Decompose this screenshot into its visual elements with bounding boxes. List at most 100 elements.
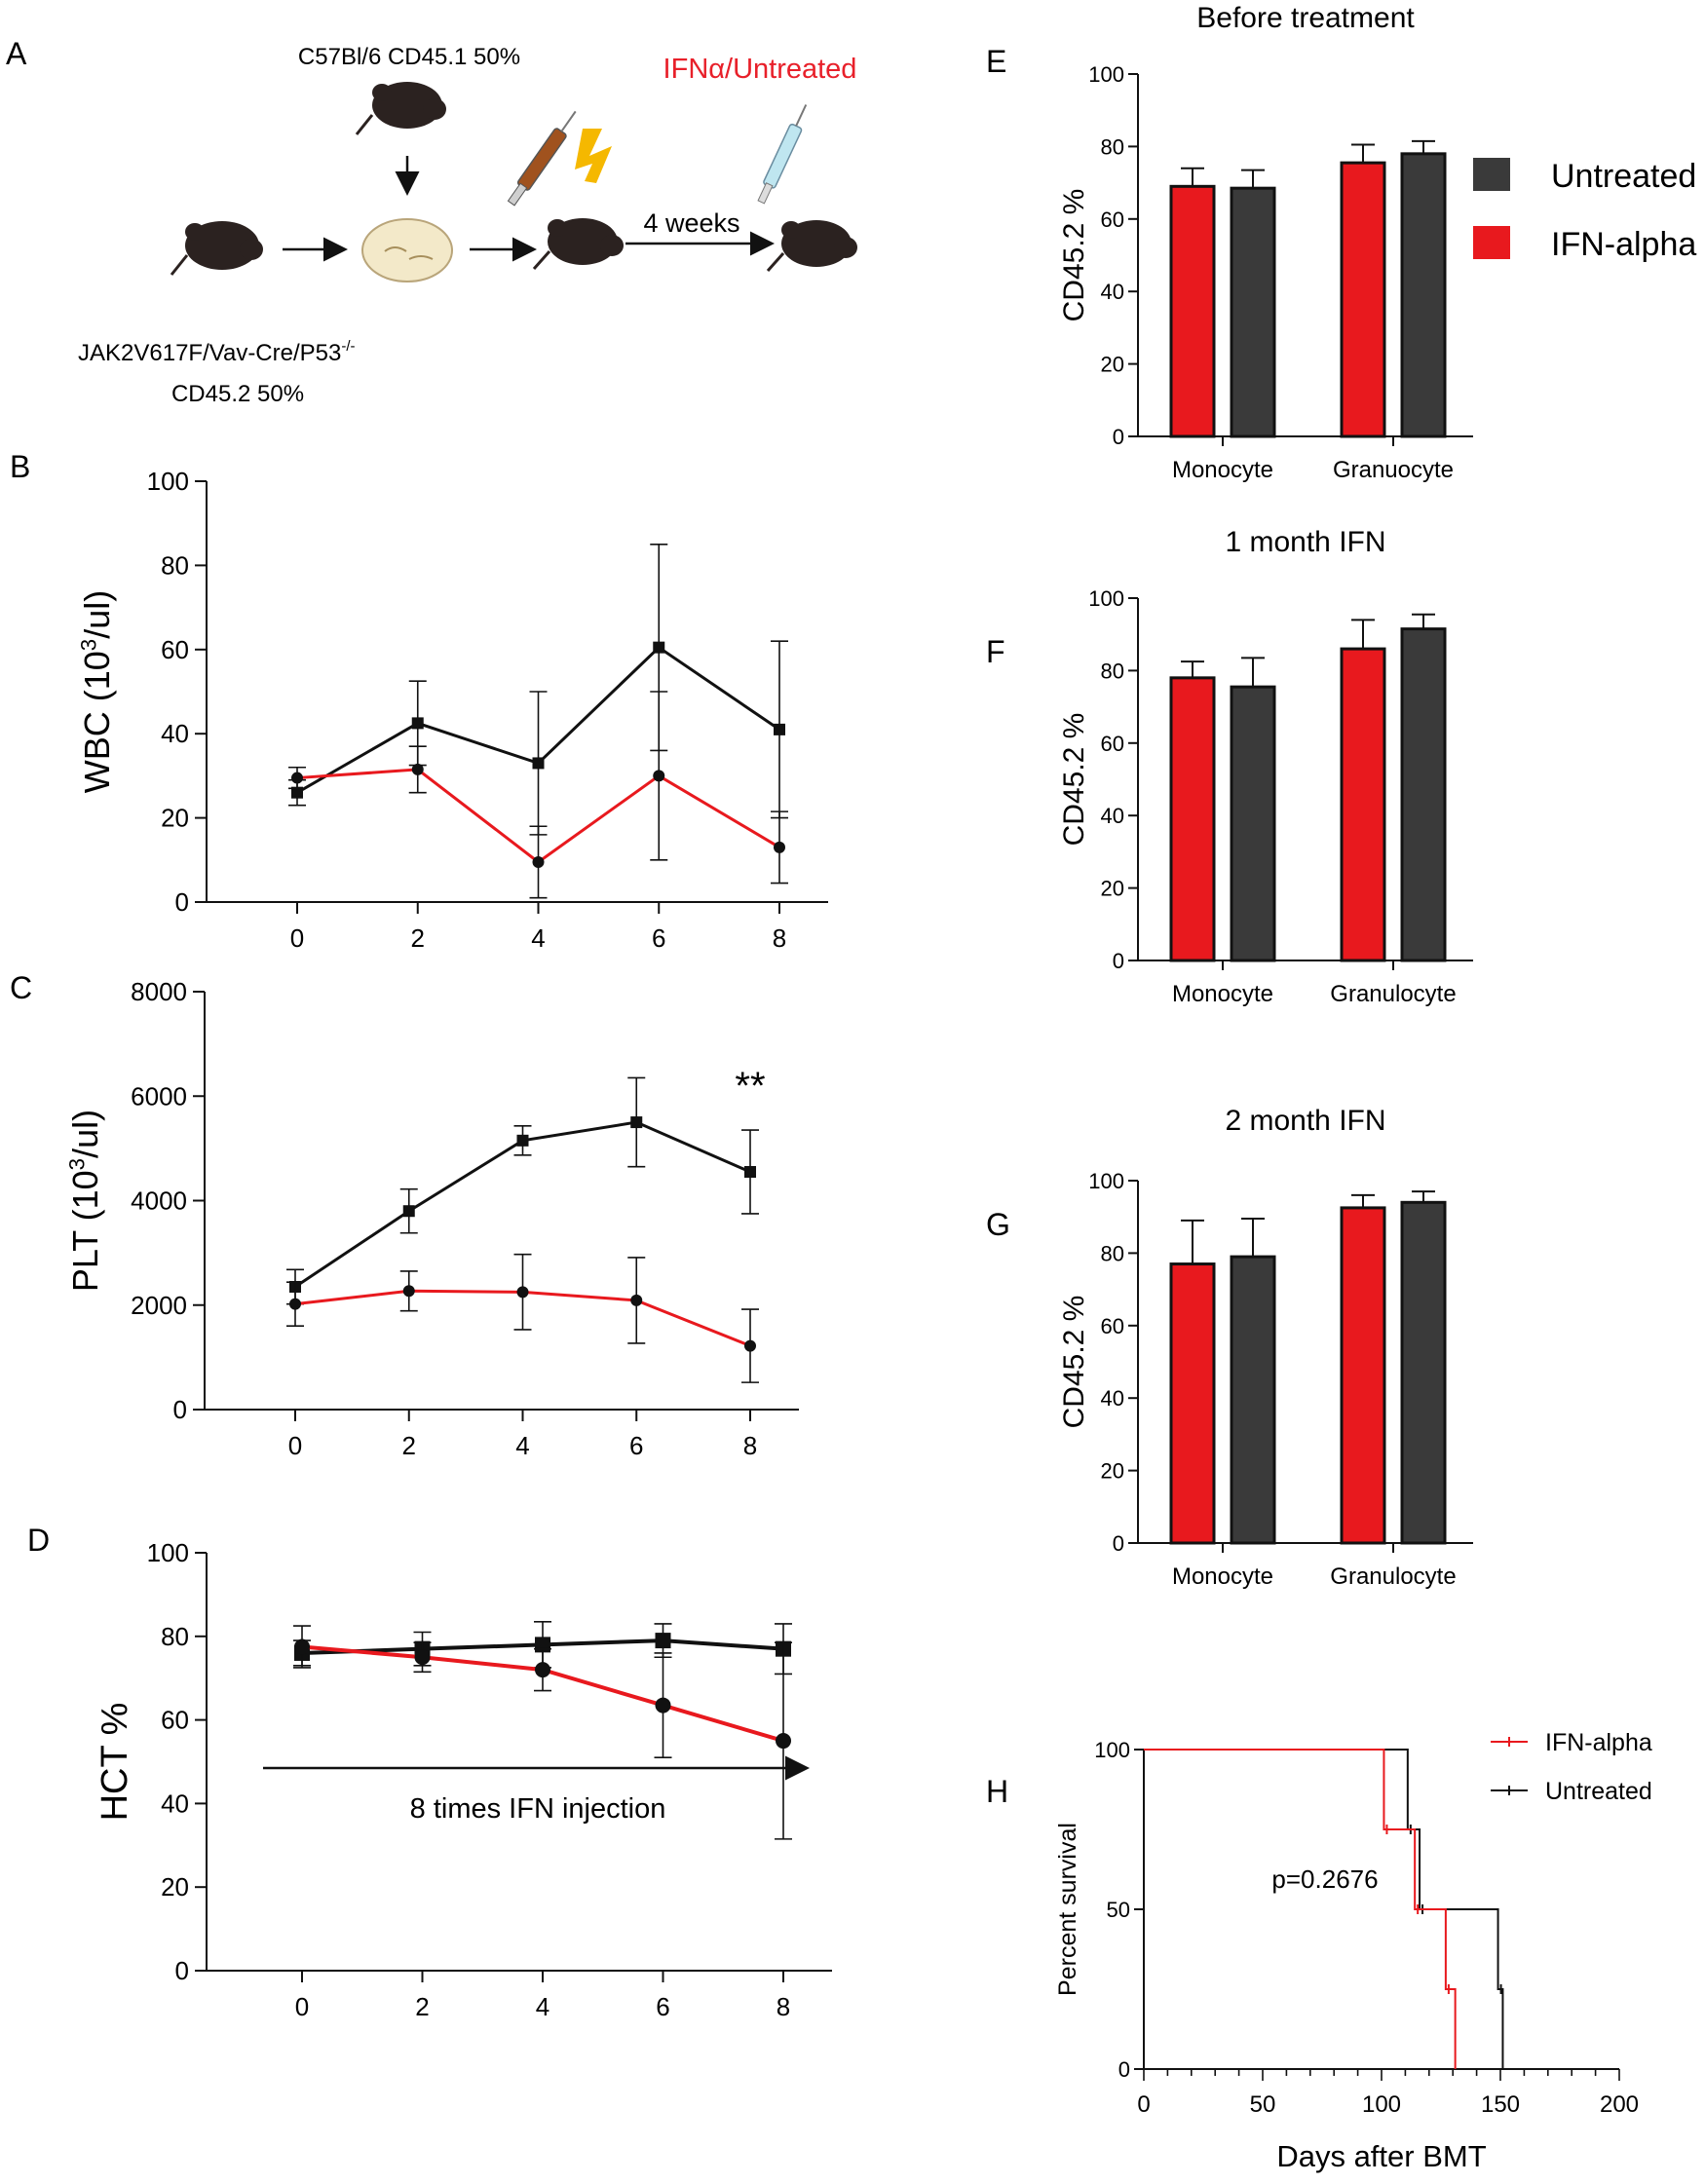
chart-h: 0 50 100 0 50 100 150 200 Days after BMT Percent … bbox=[1054, 1729, 1652, 2173]
series-untreated-point bbox=[744, 1166, 756, 1179]
series-ifn-point bbox=[532, 855, 545, 868]
bar-legend: Untreated IFN-alpha bbox=[1473, 158, 1696, 263]
series-untreated-point bbox=[411, 717, 424, 730]
legend-label-ifn: IFN-alpha bbox=[1551, 226, 1696, 263]
chart-f: 1 month IFN 0 20 40 60 80 100 CD45.2 % Monocyte G… bbox=[1058, 526, 1473, 1007]
series-ifn-point bbox=[291, 772, 303, 784]
x-tick-label: Monocyte bbox=[1172, 1563, 1273, 1590]
x-tick-label: 2 bbox=[402, 1431, 416, 1460]
donor-mouse-top-icon bbox=[355, 82, 446, 135]
chart-d: 0 20 40 60 80 100 0 2 4 6 8 bbox=[147, 1538, 832, 2021]
y-axis-label: Percent survival bbox=[1054, 1823, 1081, 1996]
series-ifn-point bbox=[744, 1339, 756, 1352]
x-tick-label: 8 bbox=[777, 1992, 790, 2021]
x-tick-label: 2 bbox=[415, 1992, 429, 2021]
y-tick-label: 0 bbox=[1113, 949, 1124, 973]
x-tick-label: 100 bbox=[1362, 2091, 1401, 2118]
panel-label-e: E bbox=[986, 44, 1006, 79]
y-tick-label: 20 bbox=[1101, 1459, 1124, 1484]
series-ifn-point bbox=[294, 1638, 310, 1655]
series-untreated-point bbox=[291, 786, 303, 799]
series-ifn-curve bbox=[1144, 1749, 1457, 2069]
legend-swatch-ifn bbox=[1473, 226, 1510, 259]
series-ifn-point bbox=[535, 1662, 550, 1678]
bar-ifn bbox=[1340, 1206, 1386, 1545]
bar-ifn bbox=[1169, 676, 1216, 962]
y-tick-label: 4000 bbox=[131, 1186, 187, 1216]
series-ifn-point bbox=[653, 770, 665, 782]
donor-left-percent: CD45.2 50% bbox=[171, 381, 304, 407]
syringe-brown-icon bbox=[507, 110, 577, 207]
y-axis-label: CD45.2 % bbox=[1058, 713, 1090, 847]
y-tick-label: 60 bbox=[161, 635, 189, 664]
series-untreated-point bbox=[532, 757, 545, 770]
panel-label-h: H bbox=[986, 1774, 1008, 1809]
y-tick-label: 100 bbox=[147, 1538, 189, 1567]
x-tick-label: 0 bbox=[1137, 2091, 1150, 2118]
bar-untreated bbox=[1400, 627, 1447, 962]
panel-label-f: F bbox=[986, 634, 1005, 669]
donor-mouse-left-icon bbox=[170, 221, 263, 276]
y-tick-label: 40 bbox=[161, 1789, 189, 1818]
series-ifn-point bbox=[655, 1697, 671, 1713]
y-tick-label: 20 bbox=[161, 804, 189, 833]
chart-title: 1 month IFN bbox=[1225, 526, 1385, 558]
x-tick-label: 6 bbox=[652, 923, 665, 953]
y-axis-label: PLT (103/ul) bbox=[64, 1110, 105, 1292]
series-ifn-point bbox=[289, 1298, 301, 1310]
donor-left-label: JAK2V617F/Vav-Cre/P53-/- bbox=[78, 338, 356, 366]
y-tick-label: 60 bbox=[1101, 207, 1124, 232]
series-untreated-point bbox=[516, 1134, 529, 1147]
x-tick-label: Granuocyte bbox=[1333, 457, 1454, 483]
bar-ifn bbox=[1169, 1262, 1216, 1545]
y-tick-label: 40 bbox=[1101, 804, 1124, 828]
y-tick-label: 0 bbox=[175, 1956, 189, 1985]
y-tick-label: 80 bbox=[161, 550, 189, 580]
y-tick-label: 80 bbox=[161, 1622, 189, 1651]
legend-label-untreated: Untreated bbox=[1545, 1778, 1652, 1805]
chart-b: 0 20 40 60 80 100 0 2 4 6 8 bbox=[147, 467, 828, 953]
y-tick-label: 60 bbox=[1101, 1314, 1124, 1338]
y-tick-label: 40 bbox=[161, 719, 189, 748]
y-axis-label: WBC (103/ul) bbox=[76, 590, 117, 793]
y-tick-label: 100 bbox=[1088, 586, 1124, 611]
series-untreated-point bbox=[402, 1205, 415, 1218]
x-tick-label: 50 bbox=[1250, 2091, 1276, 2118]
legend-label-ifn: IFN-alpha bbox=[1545, 1729, 1652, 1756]
interval-label: 4 weeks bbox=[643, 208, 739, 238]
panel-label-d: D bbox=[27, 1523, 50, 1558]
x-tick-label: 2 bbox=[411, 923, 425, 953]
chart-title: Before treatment bbox=[1196, 2, 1415, 34]
panel-label-c: C bbox=[10, 970, 32, 1005]
x-tick-label: 0 bbox=[295, 1992, 309, 2021]
x-tick-label: 6 bbox=[629, 1431, 643, 1460]
lightning-icon bbox=[575, 129, 612, 183]
y-tick-label: 60 bbox=[1101, 732, 1124, 756]
y-tick-label: 80 bbox=[1101, 134, 1124, 159]
panel-label-g: G bbox=[986, 1207, 1010, 1242]
series-untreated-point bbox=[655, 1633, 671, 1649]
series-ifn-point bbox=[776, 1733, 791, 1750]
x-tick-label: 8 bbox=[773, 923, 786, 953]
y-tick-label: 20 bbox=[1101, 353, 1124, 377]
y-tick-label: 100 bbox=[1088, 62, 1124, 87]
y-tick-label: 40 bbox=[1101, 1386, 1124, 1411]
x-tick-label: 150 bbox=[1481, 2091, 1520, 2118]
bar-untreated bbox=[1400, 1200, 1447, 1545]
treated-mouse-icon bbox=[766, 220, 857, 272]
y-tick-label: 100 bbox=[1088, 1169, 1124, 1193]
bar-ifn bbox=[1169, 184, 1216, 438]
x-tick-label: 4 bbox=[515, 1431, 529, 1460]
y-tick-label: 8000 bbox=[131, 977, 187, 1006]
y-tick-label: 60 bbox=[161, 1706, 189, 1735]
chart-e: Before treatment 0 20 40 60 80 100 CD45.2 % Mono… bbox=[1058, 2, 1473, 483]
y-tick-label: 50 bbox=[1107, 1898, 1130, 1922]
bar-untreated bbox=[1230, 1255, 1276, 1545]
petri-dish-icon bbox=[361, 218, 453, 282]
bar-untreated bbox=[1230, 685, 1276, 962]
series-ifn-point bbox=[414, 1649, 431, 1666]
x-tick-label: 0 bbox=[288, 1431, 302, 1460]
y-tick-label: 2000 bbox=[131, 1291, 187, 1320]
